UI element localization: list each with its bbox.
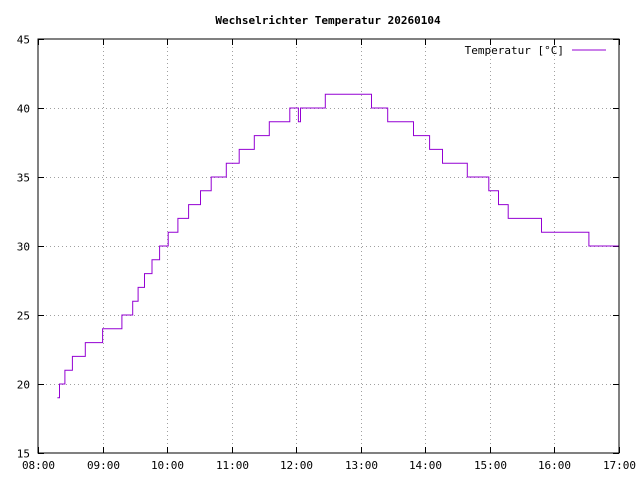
y-tick-label: 30 — [17, 241, 30, 254]
grid — [38, 39, 619, 453]
x-tick-label: 09:00 — [87, 459, 120, 472]
y-tick-labels: 15 20 25 30 35 40 45 — [17, 34, 30, 461]
y-tick-label: 20 — [17, 379, 30, 392]
series-layer — [57, 93, 619, 399]
y-tick-label: 15 — [17, 448, 30, 461]
y-tick-label: 40 — [17, 103, 30, 116]
y-tick-label: 25 — [17, 310, 30, 323]
series-line-temperature — [57, 93, 619, 399]
legend: Temperatur [°C] — [465, 44, 606, 57]
x-tick-label: 11:00 — [216, 459, 249, 472]
x-tick-label: 16:00 — [538, 459, 571, 472]
x-tick-label: 08:00 — [22, 459, 55, 472]
x-tick-label: 12:00 — [280, 459, 313, 472]
x-tick-label: 17:00 — [603, 459, 636, 472]
plot-frame — [37, 38, 620, 454]
x-tick-label: 15:00 — [474, 459, 507, 472]
x-tick-label: 13:00 — [345, 459, 378, 472]
chart-title: Wechselrichter Temperatur 20260104 — [215, 14, 441, 27]
x-tick-label: 14:00 — [409, 459, 442, 472]
x-tick-label: 10:00 — [151, 459, 184, 472]
y-tick-label: 45 — [17, 34, 30, 47]
axis-ticks — [38, 39, 620, 454]
legend-label: Temperatur [°C] — [465, 44, 564, 57]
x-tick-labels: 08:00 09:00 10:00 11:00 12:00 13:00 14:00 15:00… — [22, 459, 636, 472]
y-tick-label: 35 — [17, 172, 30, 185]
